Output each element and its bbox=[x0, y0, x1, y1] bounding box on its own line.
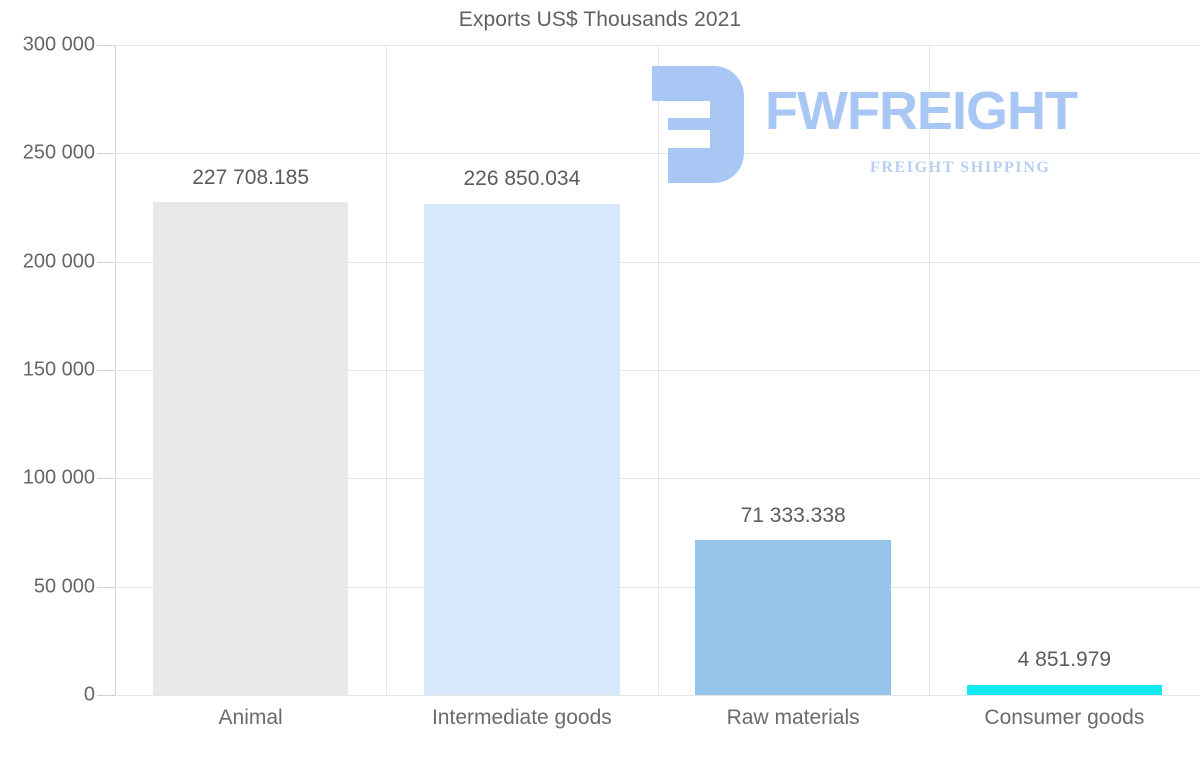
y-axis-tick-label: 200 000 bbox=[22, 250, 95, 273]
gridline-horizontal bbox=[97, 370, 1200, 371]
y-axis-tick-label: 250 000 bbox=[22, 141, 95, 164]
y-axis-tick-mark bbox=[97, 695, 115, 696]
gridline-vertical bbox=[386, 45, 387, 695]
x-axis-category-label: Raw materials bbox=[726, 706, 860, 729]
gridline-horizontal bbox=[97, 153, 1200, 155]
x-axis-category-label: Intermediate goods bbox=[431, 706, 612, 729]
bar-value-label: 226 850.034 bbox=[463, 167, 581, 191]
bar[interactable] bbox=[966, 684, 1163, 695]
gridline-vertical bbox=[929, 45, 930, 695]
y-axis-tick-mark bbox=[97, 153, 115, 155]
gridline-vertical bbox=[658, 45, 659, 695]
bar[interactable] bbox=[152, 201, 349, 695]
y-axis-tick-mark bbox=[97, 586, 115, 588]
bar-value-label: 227 708.185 bbox=[192, 165, 310, 189]
bar-value-label: 71 333.338 bbox=[740, 504, 846, 528]
y-axis-tick-label: 0 bbox=[83, 683, 95, 706]
gridline-horizontal bbox=[97, 45, 1200, 46]
y-axis-tick-mark bbox=[97, 261, 115, 263]
bar[interactable] bbox=[424, 203, 620, 695]
gridline-horizontal bbox=[97, 261, 1200, 263]
gridline-horizontal bbox=[97, 695, 1200, 696]
y-axis-tick-label: 100 000 bbox=[22, 466, 95, 489]
chart-title: Exports US$ Thousands 2021 bbox=[458, 8, 742, 31]
x-axis-category-label: Consumer goods bbox=[984, 706, 1145, 729]
bar[interactable] bbox=[695, 540, 891, 695]
y-axis-tick-mark bbox=[97, 478, 115, 480]
y-axis-tick-label: 150 000 bbox=[22, 358, 95, 381]
gridline-horizontal bbox=[97, 478, 1200, 480]
y-axis-tick-mark bbox=[97, 45, 115, 46]
y-axis-tick-label: 50 000 bbox=[33, 575, 95, 598]
x-axis-category-label: Animal bbox=[218, 706, 283, 729]
plot-area: 0 50 000 100 000 150 000 200 000 250 000 300 0… bbox=[23, 34, 1200, 706]
y-axis-tick-label: 300 000 bbox=[22, 33, 95, 56]
y-axis-tick-mark bbox=[97, 370, 115, 371]
bar-value-label: 4 851.979 bbox=[1017, 648, 1112, 672]
gridline-horizontal bbox=[97, 586, 1200, 588]
